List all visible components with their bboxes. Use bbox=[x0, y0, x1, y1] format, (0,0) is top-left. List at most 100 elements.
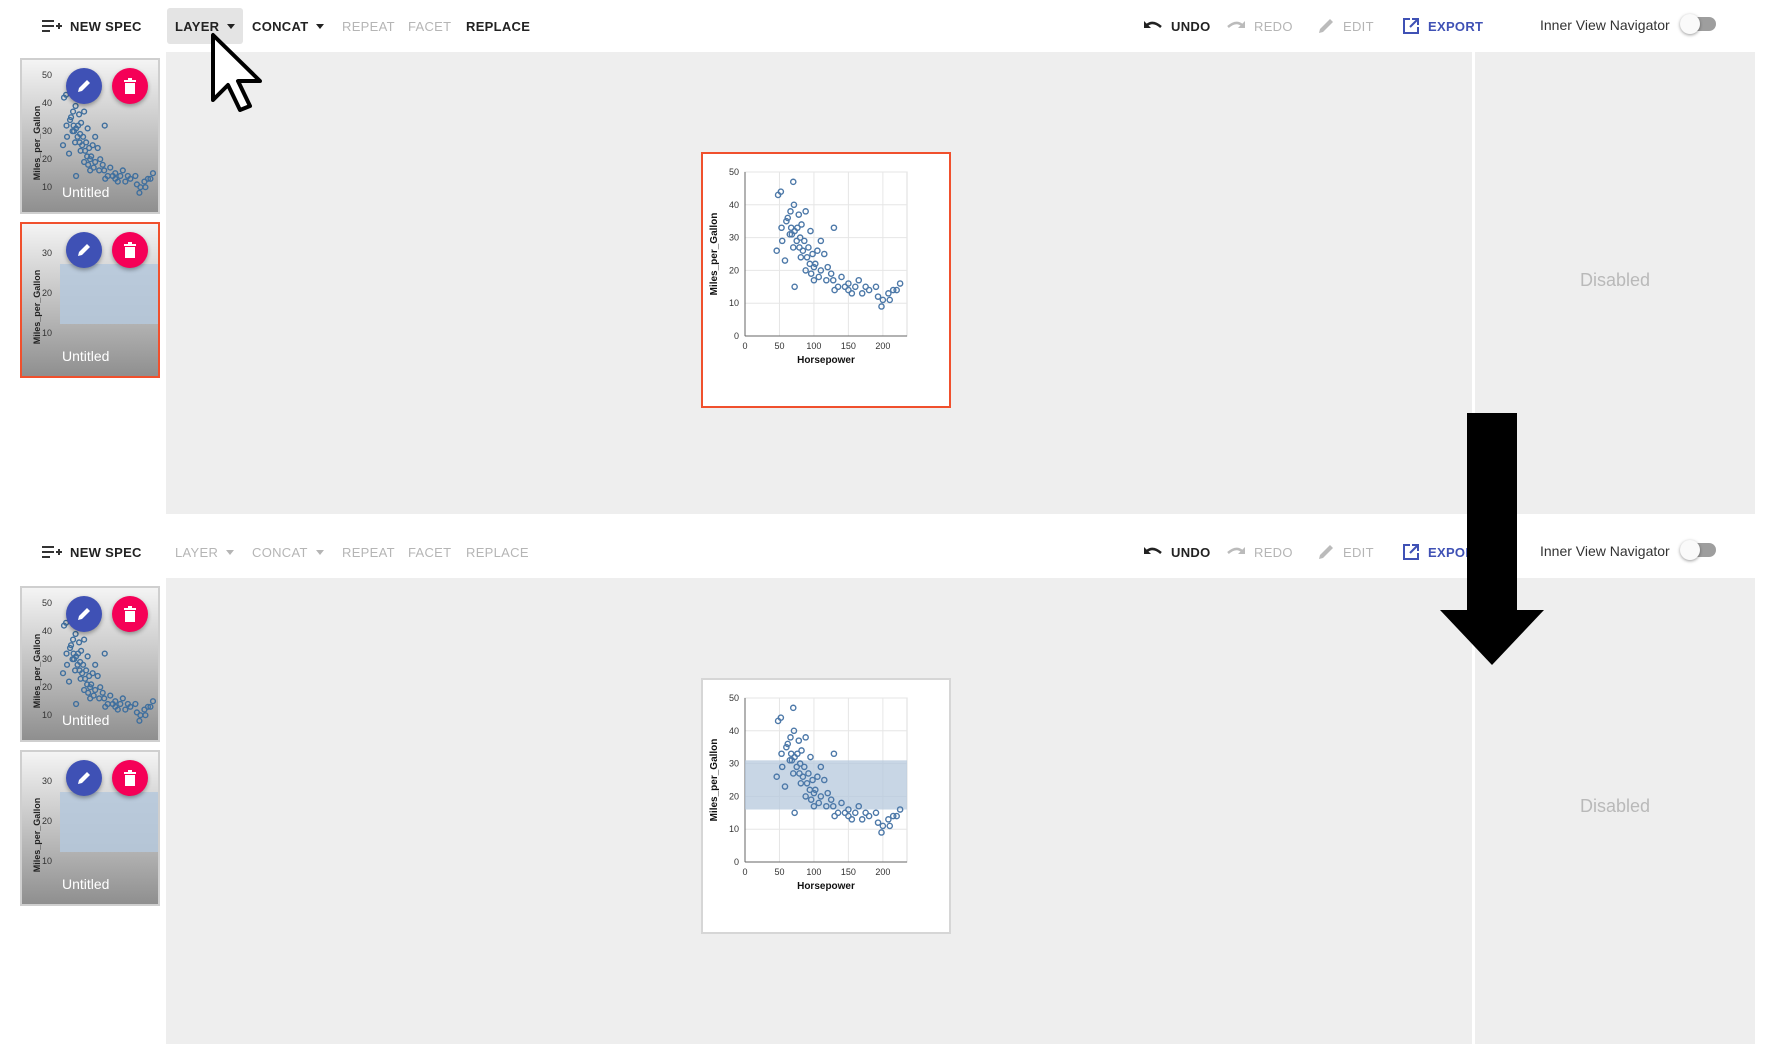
data-point bbox=[789, 770, 797, 777]
data-point bbox=[841, 809, 849, 817]
data-point bbox=[817, 793, 825, 800]
thumbnail-data-point bbox=[75, 111, 83, 118]
chart-view[interactable]: 0 50 100 150 200 0 10 20 30 40 50 Horsepower Miles_p… bbox=[701, 678, 951, 934]
thumbnail-data-point bbox=[149, 698, 157, 705]
data-point bbox=[783, 743, 790, 751]
data-point bbox=[810, 263, 818, 271]
delete-spec-button[interactable] bbox=[112, 596, 148, 632]
data-point bbox=[810, 276, 818, 284]
chart-view-selected[interactable]: 0 50 100 150 200 0 10 20 30 40 50 Horsepower Miles_p… bbox=[701, 152, 951, 408]
data-point bbox=[807, 796, 815, 803]
main-canvas[interactable]: 0 50 100 150 200 0 10 20 30 40 50 Horsepower Miles_p… bbox=[166, 578, 1472, 1044]
export-button[interactable]: EXPORT bbox=[1402, 8, 1483, 44]
layer-menu-button[interactable]: LAYER bbox=[175, 534, 235, 570]
export-button[interactable]: EXPOR bbox=[1402, 534, 1475, 570]
toolbar: NEW SPEC LAYER CONCAT REPEAT FACET REPLA… bbox=[0, 526, 1781, 578]
delete-spec-button[interactable] bbox=[112, 232, 148, 268]
selection-band bbox=[745, 760, 907, 810]
thumbnail-data-point bbox=[89, 670, 96, 677]
data-point bbox=[786, 231, 794, 238]
concat-label: CONCAT bbox=[252, 544, 308, 560]
edit-spec-button[interactable] bbox=[66, 232, 102, 268]
thumbnail-data-point bbox=[117, 172, 124, 180]
new-spec-button[interactable]: NEW SPEC bbox=[42, 534, 142, 570]
facet-button[interactable]: FACET bbox=[408, 8, 451, 44]
y-tick-label: 20 bbox=[729, 265, 739, 275]
main-canvas[interactable]: 0 50 100 150 200 0 10 20 30 40 50 Horsepower Miles_p… bbox=[166, 52, 1472, 514]
redo-button[interactable]: REDO bbox=[1226, 534, 1293, 570]
redo-button[interactable]: REDO bbox=[1226, 8, 1293, 44]
undo-button[interactable]: UNDO bbox=[1143, 8, 1210, 44]
undo-button[interactable]: UNDO bbox=[1143, 534, 1210, 570]
replace-button[interactable]: REPLACE bbox=[466, 8, 530, 44]
data-point bbox=[829, 276, 837, 284]
thumbnail-data-point bbox=[147, 703, 154, 710]
edit-spec-button[interactable] bbox=[66, 760, 102, 796]
data-point bbox=[778, 763, 786, 771]
data-point bbox=[802, 267, 809, 274]
data-point bbox=[889, 812, 897, 820]
new-spec-button[interactable]: NEW SPEC bbox=[42, 8, 142, 44]
spec-thumbnail[interactable]: Miles_per_Gallon 30 20 10 Untitled bbox=[20, 750, 160, 906]
inner-view-navigator-toggle[interactable] bbox=[1680, 14, 1716, 34]
repeat-label: REPEAT bbox=[342, 544, 395, 560]
thumbnail-data-point bbox=[83, 667, 90, 674]
thumbnail-selection-band bbox=[60, 792, 158, 852]
y-tick-label: 50 bbox=[729, 167, 739, 177]
edit-spec-button[interactable] bbox=[66, 68, 102, 104]
spec-thumbnail[interactable]: Miles_per_Gallon 50 40 30 20 10 Untitled bbox=[20, 586, 160, 742]
thumbnail-data-point bbox=[92, 158, 99, 166]
replace-button[interactable]: REPLACE bbox=[466, 534, 529, 570]
data-point bbox=[787, 750, 795, 758]
data-point bbox=[862, 809, 869, 817]
thumbnail-selection-band bbox=[60, 264, 158, 324]
y-tick-label: 0 bbox=[734, 331, 739, 341]
thumbnail-data-point bbox=[137, 184, 144, 191]
repeat-button[interactable]: REPEAT bbox=[342, 534, 395, 570]
thumbnail-y-axis-label: Miles_per_Gallon bbox=[32, 269, 42, 345]
x-tick-label: 50 bbox=[774, 341, 784, 351]
thumbnail-tick: 30 bbox=[42, 126, 53, 136]
data-point bbox=[809, 250, 816, 258]
data-point bbox=[795, 737, 803, 744]
thumbnail-data-point bbox=[59, 142, 67, 149]
facet-button[interactable]: FACET bbox=[408, 534, 451, 570]
thumbnail-data-point bbox=[149, 170, 157, 177]
new-spec-label: NEW SPEC bbox=[70, 544, 142, 560]
thumbnail-data-point bbox=[84, 653, 91, 660]
spec-thumbnail-selected[interactable]: Miles_per_Gallon 30 20 10 Untitled bbox=[20, 222, 160, 378]
delete-spec-button[interactable] bbox=[112, 760, 148, 796]
repeat-button[interactable]: REPEAT bbox=[342, 8, 395, 44]
y-tick-label: 40 bbox=[729, 200, 739, 210]
data-point bbox=[874, 819, 882, 826]
data-point bbox=[781, 783, 789, 790]
caret-down-icon bbox=[316, 23, 325, 29]
data-point bbox=[820, 776, 828, 784]
spec-thumbnail[interactable]: Miles_per_Gallon 50 40 30 20 10 Untitled bbox=[20, 58, 160, 214]
thumbnail-data-point bbox=[67, 114, 75, 121]
thumbnail-tick: 50 bbox=[42, 598, 53, 608]
thumbnail-title: Untitled bbox=[62, 348, 110, 364]
x-axis-title: Horsepower bbox=[797, 355, 855, 366]
x-tick-label: 200 bbox=[875, 341, 890, 351]
edit-spec-button[interactable] bbox=[66, 596, 102, 632]
delete-spec-button[interactable] bbox=[112, 68, 148, 104]
concat-menu-button[interactable]: CONCAT bbox=[252, 8, 325, 44]
thumbnail-tick: 20 bbox=[42, 154, 53, 164]
edit-button[interactable]: EDIT bbox=[1317, 534, 1374, 570]
inner-view-navigator-toggle[interactable] bbox=[1680, 540, 1716, 560]
data-point bbox=[784, 740, 792, 748]
data-point bbox=[886, 296, 894, 304]
edit-button[interactable]: EDIT bbox=[1317, 8, 1374, 44]
export-label: EXPOR bbox=[1428, 544, 1476, 560]
data-point bbox=[874, 293, 882, 300]
concat-menu-button[interactable]: CONCAT bbox=[252, 534, 324, 570]
x-tick-label: 100 bbox=[806, 341, 821, 351]
thumbnail-data-point bbox=[67, 642, 75, 649]
data-point bbox=[845, 286, 852, 294]
navigator-panel: Disabled bbox=[1475, 52, 1755, 514]
y-axis-title: Miles_per_Gallon bbox=[709, 213, 720, 296]
thumbnail-data-point bbox=[87, 684, 94, 691]
layer-menu-button[interactable]: LAYER bbox=[167, 8, 244, 44]
thumbnail-data-point bbox=[92, 686, 99, 694]
